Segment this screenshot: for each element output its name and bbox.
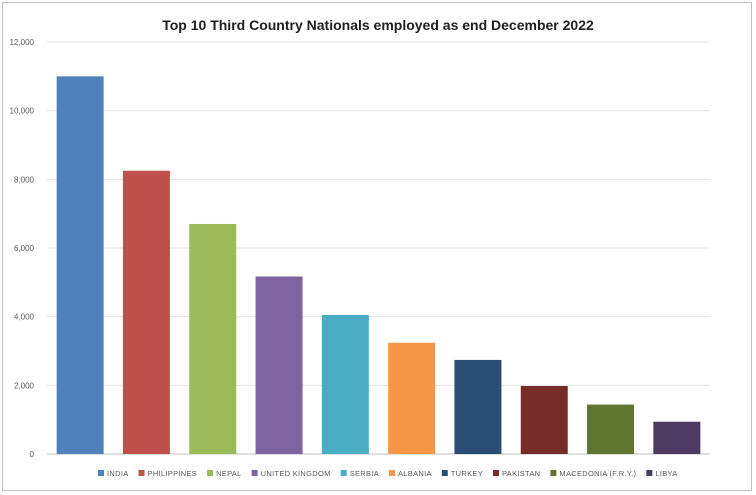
chart-title: Top 10 Third Country Nationals employed … <box>162 17 594 33</box>
legend-swatch <box>389 470 395 476</box>
legend-label: INDIA <box>107 469 129 478</box>
y-tick-label: 4,000 <box>14 313 35 322</box>
bar-macedonia-f-r-y <box>587 404 635 454</box>
legend-swatch <box>138 470 145 476</box>
bar-philippines <box>122 170 170 454</box>
bar-pakistan <box>520 386 568 454</box>
legend-label: PHILIPPINES <box>148 469 198 478</box>
bar-serbia <box>321 314 369 454</box>
legend-swatch <box>340 470 347 476</box>
legend-label: PAKISTAN <box>502 469 540 478</box>
legend-label: UNITED KINGDOM <box>261 469 331 478</box>
legend-swatch <box>550 470 557 476</box>
y-tick-label: 0 <box>30 450 35 459</box>
bar-turkey <box>454 359 502 454</box>
legend-label: TURKEY <box>451 469 483 478</box>
legend-swatch <box>207 470 214 476</box>
legend-swatch <box>493 470 500 476</box>
legend-label: NEPAL <box>216 469 242 478</box>
legend-label: SERBIA <box>350 469 379 478</box>
legend-swatch <box>441 470 448 476</box>
y-tick-label: 6,000 <box>14 244 35 253</box>
bar-albania <box>388 342 436 454</box>
y-tick-label: 8,000 <box>14 175 35 184</box>
legend-swatch <box>646 470 653 476</box>
bar-india <box>56 76 104 454</box>
legend-label: MACEDONIA (F.R.Y.) <box>559 469 636 478</box>
legend-label: LIBYA <box>655 469 677 478</box>
bar-nepal <box>189 223 237 454</box>
bar-libya <box>653 421 701 454</box>
y-tick-label: 12,000 <box>10 38 35 47</box>
legend-swatch <box>251 470 258 476</box>
bar-united-kingdom <box>255 276 303 454</box>
legend-label: ALBANIA <box>398 469 432 478</box>
legend-swatch <box>98 470 104 476</box>
y-tick-label: 10,000 <box>10 107 35 116</box>
y-tick-label: 2,000 <box>14 381 35 390</box>
